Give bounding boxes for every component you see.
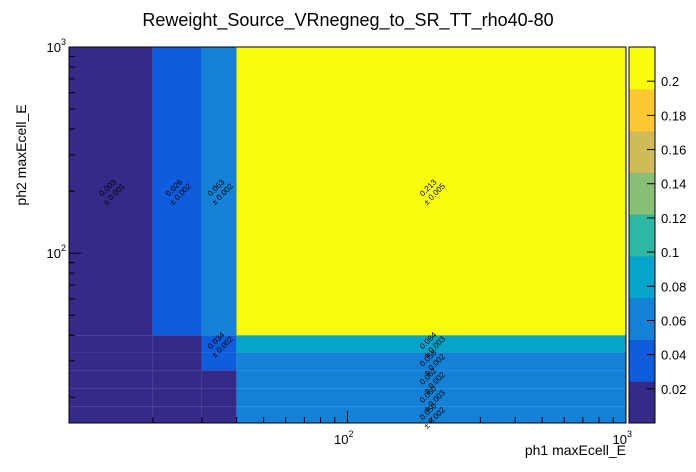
x-tick-label: 10 — [334, 432, 348, 447]
x-axis-label: ph1 maxEcell_E — [525, 442, 626, 458]
y-tick-label: 10 — [47, 40, 61, 55]
heatmap-cell — [236, 388, 626, 407]
heatmap-cell — [152, 335, 202, 353]
x-tick-label: 10 — [613, 432, 627, 447]
heatmap-cell — [201, 335, 237, 353]
heatmap-cell — [201, 370, 237, 389]
colorbar-tick-label: 0.14 — [661, 177, 686, 192]
colorbar-tick-label: 0.2 — [661, 74, 679, 89]
heatmap-cell — [236, 406, 626, 423]
x-tick-label-exponent: 2 — [349, 429, 354, 439]
y-tick-label-exponent: 2 — [61, 243, 66, 253]
colorbar — [628, 46, 656, 424]
colorbar-segment — [629, 88, 655, 132]
colorbar-tick-label: 0.12 — [661, 211, 686, 226]
colorbar-segment — [629, 172, 655, 215]
colorbar-segment — [629, 381, 655, 424]
colorbar-tick-label: 0.08 — [661, 279, 686, 294]
colorbar-segment — [629, 130, 655, 173]
heatmap-cell — [152, 388, 202, 407]
heatmap-cell — [152, 47, 202, 336]
colorbar-tick-label: 0.04 — [661, 348, 686, 363]
colorbar-segment — [629, 255, 655, 299]
x-tick-label-exponent: 3 — [627, 429, 632, 439]
colorbar-tick-labels: 0.02 0.04 0.06 0.08 0.1 0.12 0.14 0.16 0.18 0.2 — [661, 74, 686, 397]
heatmap-cell — [69, 406, 153, 423]
colorbar-tick-label: 0.1 — [661, 245, 679, 260]
colorbar-tick-label: 0.02 — [661, 382, 686, 397]
y-tick-label: 10 — [47, 246, 61, 261]
heatmap-cells — [69, 47, 626, 423]
heatmap-cell — [201, 352, 237, 371]
heatmap-cell — [152, 370, 202, 389]
colorbar-frame — [628, 46, 656, 424]
heatmap-cell — [69, 370, 153, 389]
colorbar-segment — [629, 214, 655, 257]
y-axis-label: ph2 maxEcell_E — [13, 104, 29, 205]
x-axis-ticks — [68, 411, 627, 423]
heatmap-cell — [69, 47, 153, 336]
heatmap-cell — [69, 335, 153, 353]
heatmap-cell — [236, 352, 626, 371]
heatmap-cell — [201, 406, 237, 423]
colorbar-tick-label: 0.06 — [661, 313, 686, 328]
colorbar-segment — [629, 297, 655, 340]
colorbar-segment — [629, 339, 655, 382]
heatmap-cell — [152, 352, 202, 371]
chart-title: Reweight_Source_VRnegneg_to_SR_TT_rho40-… — [142, 10, 553, 31]
y-tick-label-exponent: 3 — [61, 37, 66, 47]
heatmap-cell — [69, 388, 153, 407]
colorbar-tick-label: 0.18 — [661, 108, 686, 123]
heatmap-cell — [152, 406, 202, 423]
heatmap-cell — [201, 47, 237, 336]
heatmap-cell — [201, 388, 237, 407]
heatmap-cell — [236, 47, 626, 336]
y-axis-ticks — [69, 46, 81, 398]
colorbar-tick-label: 0.16 — [661, 143, 686, 158]
colorbar-segment — [629, 47, 655, 90]
heatmap-cell — [236, 370, 626, 389]
x-axis-tick-labels: 10 2 10 3 — [334, 429, 632, 447]
heatmap-cell — [69, 352, 153, 371]
heatmap-cell — [236, 335, 626, 353]
